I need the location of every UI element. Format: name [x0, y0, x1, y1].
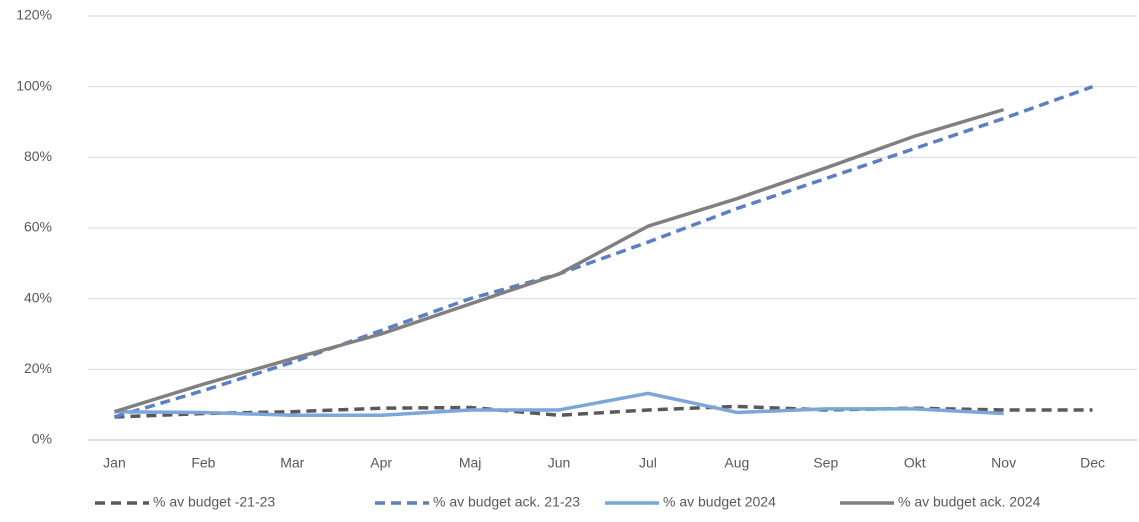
series-line	[114, 404, 1093, 419]
x-tick-label: Okt	[904, 455, 926, 471]
series-line	[113, 85, 1094, 419]
legend-label: % av budget ack. 2024	[898, 494, 1041, 510]
legend-label: % av budget 2024	[663, 494, 776, 510]
x-tick-label: Mar	[280, 455, 304, 471]
y-tick-label: 0%	[32, 431, 52, 447]
x-tick-label: Nov	[991, 455, 1016, 471]
series-line	[114, 391, 1004, 418]
x-tick-label: Jul	[639, 455, 657, 471]
x-tick-label: Jan	[103, 455, 126, 471]
x-tick-label: Aug	[724, 455, 749, 471]
legend-label: % av budget -21-23	[153, 494, 275, 510]
y-tick-label: 80%	[24, 148, 52, 164]
x-tick-label: Jun	[548, 455, 571, 471]
x-tick-label: Maj	[459, 455, 482, 471]
x-tick-label: Dec	[1080, 455, 1105, 471]
y-tick-label: 40%	[24, 289, 52, 305]
y-tick-label: 120%	[16, 7, 52, 23]
x-tick-label: Feb	[191, 455, 215, 471]
legend-label: % av budget ack. 21-23	[433, 494, 580, 510]
y-tick-label: 100%	[16, 77, 52, 93]
x-tick-label: Sep	[813, 455, 838, 471]
y-tick-label: 20%	[24, 360, 52, 376]
y-tick-label: 60%	[24, 219, 52, 235]
x-tick-label: Apr	[370, 455, 392, 471]
series-line	[113, 107, 1005, 414]
